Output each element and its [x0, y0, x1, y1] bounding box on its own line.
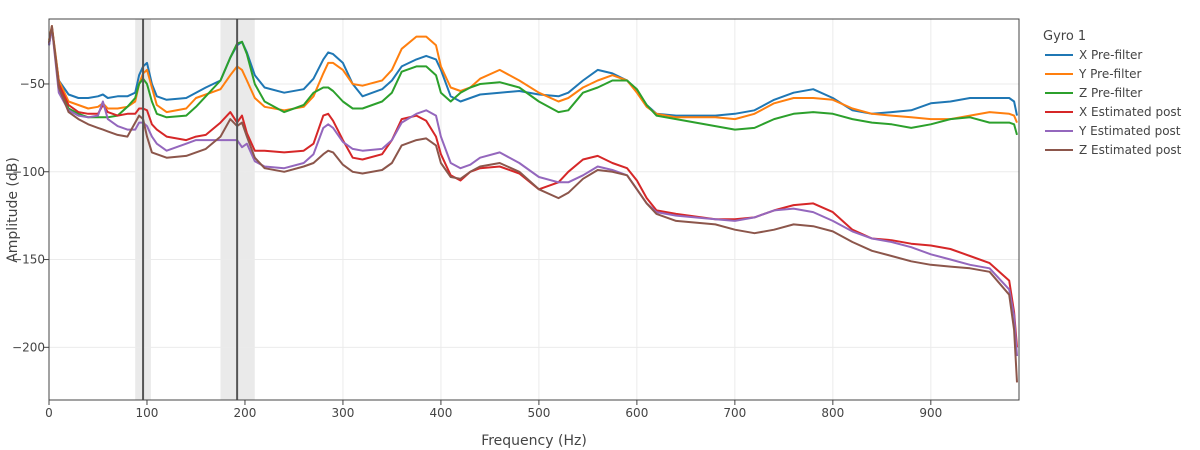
x-tick-label-1: 100: [136, 406, 159, 420]
x-tick-label-4: 400: [429, 406, 452, 420]
y-tick-label-1: −150: [12, 253, 45, 267]
legend-item-x-estimated-post[interactable]: X Estimated post: [1045, 105, 1182, 119]
x-tick-label-7: 700: [723, 406, 746, 420]
legend-item-y-pre-filter[interactable]: Y Pre-filter: [1045, 67, 1142, 81]
plot-border: [48, 18, 1020, 401]
legend-label: Y Estimated post: [1078, 124, 1181, 138]
legend-label: Z Pre-filter: [1079, 86, 1142, 100]
legend-item-z-estimated-post[interactable]: Z Estimated post: [1045, 143, 1182, 157]
legend-item-x-pre-filter[interactable]: X Pre-filter: [1045, 48, 1142, 62]
legend-label: Y Pre-filter: [1078, 67, 1142, 81]
x-tick-label-5: 500: [527, 406, 550, 420]
legend-label: Z Estimated post: [1079, 143, 1182, 157]
x-axis-title: Frequency (Hz): [481, 433, 587, 449]
x-tick-label-8: 800: [821, 406, 844, 420]
legend[interactable]: Gyro 1 X Pre-filter Y Pre-filter Z Pre-fil…: [1043, 29, 1182, 157]
y-axis-ticks: −200 −150 −100 −50: [12, 77, 49, 354]
x-tick-label-9: 900: [919, 406, 942, 420]
y-tick-label-0: −200: [12, 340, 45, 354]
x-axis-ticks: 0 100 200 300 400 500 600 700 800 900: [45, 400, 942, 420]
y-tick-label-2: −100: [12, 165, 45, 179]
x-tick-label-3: 300: [331, 406, 354, 420]
legend-label: X Estimated post: [1079, 105, 1182, 119]
y-tick-label-3: −50: [20, 77, 45, 91]
legend-label: X Pre-filter: [1079, 48, 1142, 62]
legend-item-z-pre-filter[interactable]: Z Pre-filter: [1045, 86, 1142, 100]
x-tick-label-0: 0: [45, 406, 53, 420]
legend-title: Gyro 1: [1043, 29, 1086, 44]
legend-item-y-estimated-post[interactable]: Y Estimated post: [1045, 124, 1181, 138]
x-tick-label-6: 600: [625, 406, 648, 420]
y-axis-title: Amplitude (dB): [5, 157, 21, 263]
frequency-markers: [142, 19, 239, 400]
x-tick-label-2: 200: [234, 406, 257, 420]
